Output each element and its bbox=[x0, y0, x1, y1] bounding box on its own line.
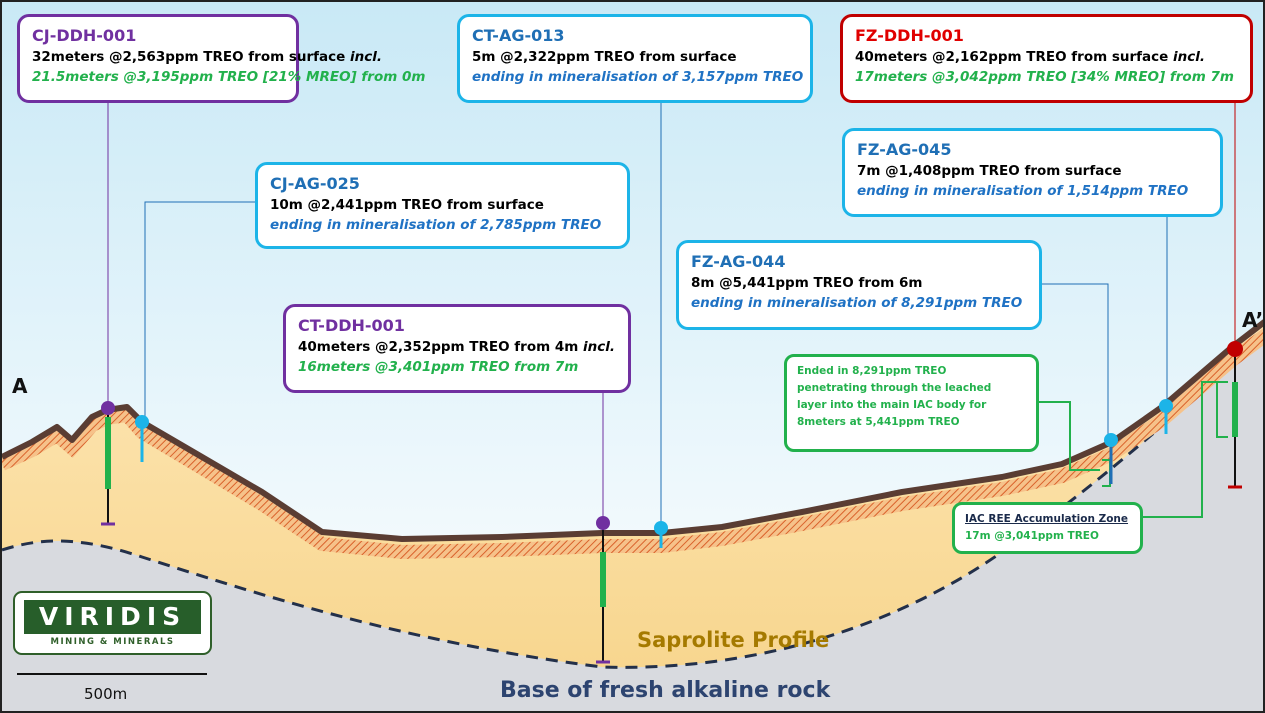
note: IAC REE Accumulation Zone 17m @3,041ppm … bbox=[952, 502, 1143, 554]
cross-section: CJ-DDH-001 32meters @2,563ppm TREO from … bbox=[0, 0, 1265, 713]
note-line: layer into the main IAC body for bbox=[797, 397, 1026, 414]
note-line: Ended in 8,291ppm TREO bbox=[797, 363, 1026, 380]
callout: CT-AG-013 5m @2,322ppm TREO from surface… bbox=[457, 14, 813, 103]
callout-summary: 32meters @2,563ppm TREO from surface bbox=[32, 49, 345, 65]
section-end: A’ bbox=[1242, 308, 1263, 332]
callout-detail: 21.5meters @3,195ppm TREO [21% MREO] fro… bbox=[32, 67, 284, 87]
callout-detail: ending in mineralisation of 3,157ppm TRE… bbox=[472, 67, 798, 87]
callout-summary: 40meters @2,352ppm TREO from 4m bbox=[298, 339, 578, 355]
callout-title: CJ-DDH-001 bbox=[32, 25, 284, 47]
note-line: penetrating through the leached bbox=[797, 380, 1026, 397]
callout: CT-DDH-001 40meters @2,352ppm TREO from … bbox=[283, 304, 631, 393]
callout-emphasis: incl. bbox=[1173, 49, 1205, 65]
callout-emphasis: incl. bbox=[583, 339, 615, 355]
callout: CJ-AG-025 10m @2,441ppm TREO from surfac… bbox=[255, 162, 630, 249]
callout-title: CJ-AG-025 bbox=[270, 173, 615, 195]
callout-detail: ending in mineralisation of 8,291ppm TRE… bbox=[691, 293, 1027, 313]
callout: FZ-AG-044 8m @5,441ppm TREO from 6m endi… bbox=[676, 240, 1042, 330]
callout-title: FZ-AG-045 bbox=[857, 139, 1208, 161]
callout-detail: ending in mineralisation of 2,785ppm TRE… bbox=[270, 215, 615, 235]
callout-title: FZ-DDH-001 bbox=[855, 25, 1238, 47]
section-start: A bbox=[12, 374, 27, 398]
callout-summary: 5m @2,322ppm TREO from surface bbox=[472, 47, 798, 67]
note: Ended in 8,291ppm TREO penetrating throu… bbox=[784, 354, 1039, 452]
callout-title: CT-DDH-001 bbox=[298, 315, 616, 337]
callout-detail: ending in mineralisation of 1,514ppm TRE… bbox=[857, 181, 1208, 201]
scale-label: 500m bbox=[84, 685, 127, 703]
logo-tagline: MINING & MINERALS bbox=[24, 637, 201, 647]
callout: CJ-DDH-001 32meters @2,563ppm TREO from … bbox=[17, 14, 299, 103]
callout-title: FZ-AG-044 bbox=[691, 251, 1027, 273]
callout-summary: 7m @1,408ppm TREO from surface bbox=[857, 161, 1208, 181]
callout-detail: 16meters @3,401ppm TREO from 7m bbox=[298, 357, 616, 377]
callout-detail: 17meters @3,042ppm TREO [34% MREO] from … bbox=[855, 67, 1238, 87]
note-line: 8meters at 5,441ppm TREO bbox=[797, 414, 1026, 431]
callout: FZ-AG-045 7m @1,408ppm TREO from surface… bbox=[842, 128, 1223, 217]
callout-summary: 40meters @2,162ppm TREO from surface bbox=[855, 49, 1168, 65]
note-title: IAC REE Accumulation Zone bbox=[965, 511, 1130, 528]
callout-emphasis: incl. bbox=[350, 49, 382, 65]
callout: FZ-DDH-001 40meters @2,162ppm TREO from … bbox=[840, 14, 1253, 103]
callout-title: CT-AG-013 bbox=[472, 25, 798, 47]
callout-summary: 8m @5,441ppm TREO from 6m bbox=[691, 273, 1027, 293]
note-text: 17m @3,041ppm TREO bbox=[965, 528, 1130, 545]
callout-summary: 10m @2,441ppm TREO from surface bbox=[270, 195, 615, 215]
saprolite-label: Saprolite Profile bbox=[637, 628, 829, 652]
logo-name: VIRIDIS bbox=[24, 600, 201, 634]
base-label: Base of fresh alkaline rock bbox=[500, 678, 830, 703]
